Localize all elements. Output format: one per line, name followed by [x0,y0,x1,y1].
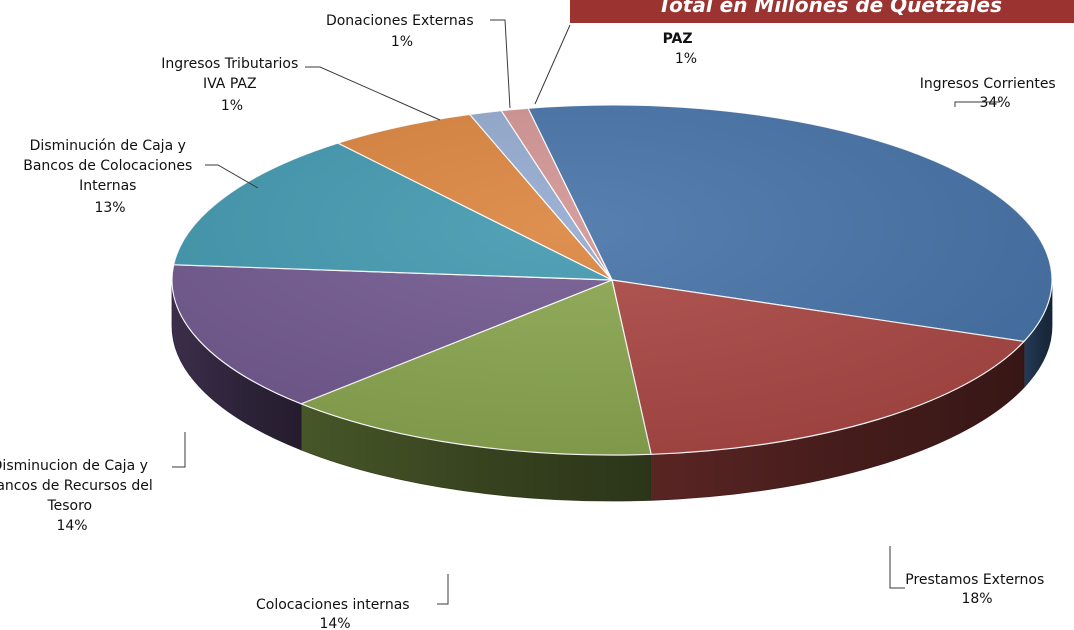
slice-name-line: Tesoro [46,498,92,514]
chart-title: Total en Millones de Quetzales [658,0,1002,17]
leader-lines [172,19,1000,605]
slice-name-line: Bancos de Colocaciones [23,158,192,174]
slice-label-ingresos-corrientes: Ingresos Corrientes 34% [920,76,1060,111]
pie-side-shade [651,341,1025,501]
title-banner: Total en Millones de Quetzales [570,0,1074,23]
slice-name-line: Bancos de Recursos del [0,478,153,494]
slice-percent: 14% [56,518,87,534]
slice-label-colocaciones-internas: Colocaciones internas 14% [256,597,414,630]
leader-line-donaciones [490,19,511,109]
slice-percent: 1% [221,98,243,114]
slice-label-tesoro: Disminucion de Caja y Bancos de Recursos… [0,458,157,534]
slice-label-iva-paz: Ingresos Tributarios IVA PAZ 1% [161,56,302,114]
slice-name: Prestamos Externos [905,572,1044,588]
slice-name-line: Ingresos Tributarios [161,56,298,72]
leader-line-iva-paz [305,66,441,121]
slice-labels: Ingresos Corrientes 34% Prestamos Extern… [0,13,1060,630]
slice-name-line: IVA PAZ [203,76,257,92]
leader-line-ingresos-corrientes [954,101,1000,107]
slice-label-donaciones: Donaciones Externas 1% [326,13,478,50]
leader-line-colocaciones-internas [437,574,449,605]
slice-percent: 18% [961,591,992,607]
slice-name-line: Internas [79,178,136,194]
slice-percent: 13% [94,200,125,216]
slice-name-line: Disminucion de Caja y [0,458,148,474]
leader-line-colocaciones [205,164,259,189]
leader-line-paz [534,24,571,105]
slice-name: Colocaciones internas [256,597,410,613]
slice-percent: 14% [319,616,350,630]
slice-name: Donaciones Externas [326,13,474,29]
slice-label-colocaciones: Disminución de Caja y Bancos de Colocaci… [23,138,196,216]
slice-name: Ingresos Corrientes [920,76,1056,92]
slice-percent: 1% [675,51,697,67]
slice-percent: 1% [391,34,413,50]
slice-label-paz: PAZ 1% [663,31,698,67]
pie-top-layer [171,104,1053,456]
slice-percent: 34% [979,95,1010,111]
leader-line-prestamos-externos [889,546,905,589]
slice-name-line: Disminución de Caja y [30,138,186,154]
slice-name: PAZ [663,31,693,47]
slice-label-prestamos-externos: Prestamos Externos 18% [905,572,1049,607]
leader-line-tesoro [172,432,186,468]
